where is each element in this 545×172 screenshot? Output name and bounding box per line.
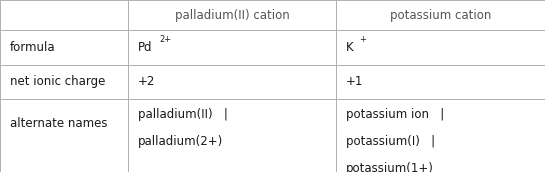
Text: palladium(II)   |: palladium(II) |: [138, 108, 228, 121]
Bar: [128, 30, 336, 64]
Text: +: +: [359, 35, 366, 44]
Text: Pd: Pd: [138, 41, 153, 54]
Text: 2+: 2+: [160, 35, 172, 44]
Text: +2: +2: [138, 75, 155, 88]
Bar: [336, 64, 545, 99]
Bar: [0, 30, 128, 64]
Bar: [336, 0, 545, 30]
Text: formula: formula: [10, 41, 56, 54]
Text: potassium ion   |: potassium ion |: [346, 108, 444, 121]
Bar: [0, 64, 128, 99]
Text: +1: +1: [346, 75, 364, 88]
Text: potassium(1+): potassium(1+): [346, 162, 434, 172]
Bar: [336, 30, 545, 64]
Bar: [128, 99, 336, 172]
Bar: [128, 0, 336, 30]
Text: palladium(II) cation: palladium(II) cation: [175, 9, 289, 22]
Text: alternate names: alternate names: [10, 117, 107, 130]
Bar: [0, 99, 128, 172]
Bar: [128, 64, 336, 99]
Text: net ionic charge: net ionic charge: [10, 75, 105, 88]
Bar: [0, 0, 128, 30]
Bar: [336, 99, 545, 172]
Text: palladium(2+): palladium(2+): [138, 135, 223, 148]
Text: potassium(I)   |: potassium(I) |: [346, 135, 435, 148]
Text: K: K: [346, 41, 354, 54]
Text: potassium cation: potassium cation: [390, 9, 492, 22]
